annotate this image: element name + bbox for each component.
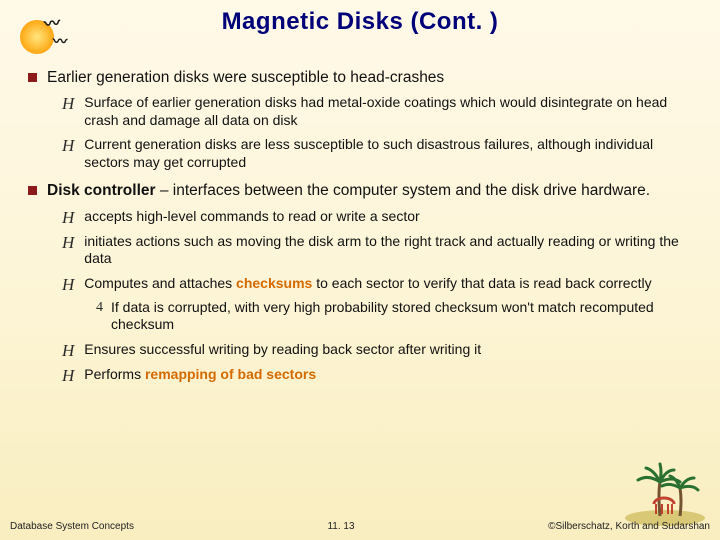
palm-island-decoration <box>610 454 710 526</box>
slide-footer: Database System Concepts 11. 13 ©Silbers… <box>0 521 720 532</box>
bullet-text: Computes and attaches checksums to each … <box>84 275 692 293</box>
bullet-text: Ensures successful writing by reading ba… <box>84 341 692 359</box>
highlight-term: remapping of bad sectors <box>145 366 316 382</box>
bullet-level2: H accepts high-level commands to read or… <box>62 208 692 226</box>
script-h-bullet-icon: H <box>62 276 74 293</box>
bullet-level1: Earlier generation disks were susceptibl… <box>28 68 692 87</box>
script-h-bullet-icon: H <box>62 234 74 251</box>
footer-right: ©Silberschatz, Korth and Sudarshan <box>548 521 710 532</box>
text-part: Computes and attaches <box>84 275 236 291</box>
bullet-level3: 4 If data is corrupted, with very high p… <box>96 299 692 334</box>
bullet-level2: H Performs remapping of bad sectors <box>62 366 692 384</box>
bullet-text: Performs remapping of bad sectors <box>84 366 692 384</box>
bullet-text: Current generation disks are less suscep… <box>84 136 692 171</box>
square-bullet-icon <box>28 73 37 82</box>
script-h-bullet-icon: H <box>62 367 74 384</box>
bullet-level2: H Current generation disks are less susc… <box>62 136 692 171</box>
bullet-text: Disk controller – interfaces between the… <box>47 181 692 200</box>
bullet-text: initiates actions such as moving the dis… <box>84 233 692 268</box>
highlight-term: checksums <box>236 275 312 291</box>
bullet-level1: Disk controller – interfaces between the… <box>28 181 692 200</box>
text-part: Performs <box>84 366 145 382</box>
bullet-text: Surface of earlier generation disks had … <box>84 94 692 129</box>
bird-icon: 〰 <box>52 29 67 51</box>
book-bullet-icon: 4 <box>96 299 103 317</box>
script-h-bullet-icon: H <box>62 95 74 112</box>
text-part: to each sector to verify that data is re… <box>312 275 651 291</box>
script-h-bullet-icon: H <box>62 209 74 226</box>
script-h-bullet-icon: H <box>62 342 74 359</box>
bullet-text: accepts high-level commands to read or w… <box>84 208 692 226</box>
bullet-text: Earlier generation disks were susceptibl… <box>47 68 692 87</box>
bullet-text: If data is corrupted, with very high pro… <box>111 299 692 334</box>
bullet-text-rest: – interfaces between the computer system… <box>156 182 651 199</box>
square-bullet-icon <box>28 186 37 195</box>
bold-term: Disk controller <box>47 182 156 199</box>
script-h-bullet-icon: H <box>62 137 74 154</box>
bullet-level2: H Ensures successful writing by reading … <box>62 341 692 359</box>
slide-title: Magnetic Disks (Cont. ) <box>0 0 720 36</box>
bullet-level2: H Computes and attaches checksums to eac… <box>62 275 692 293</box>
footer-center: 11. 13 <box>134 521 548 532</box>
footer-left: Database System Concepts <box>10 521 134 532</box>
bullet-level2: H initiates actions such as moving the d… <box>62 233 692 268</box>
bullet-level2: H Surface of earlier generation disks ha… <box>62 94 692 129</box>
slide-content: Earlier generation disks were susceptibl… <box>28 58 692 384</box>
